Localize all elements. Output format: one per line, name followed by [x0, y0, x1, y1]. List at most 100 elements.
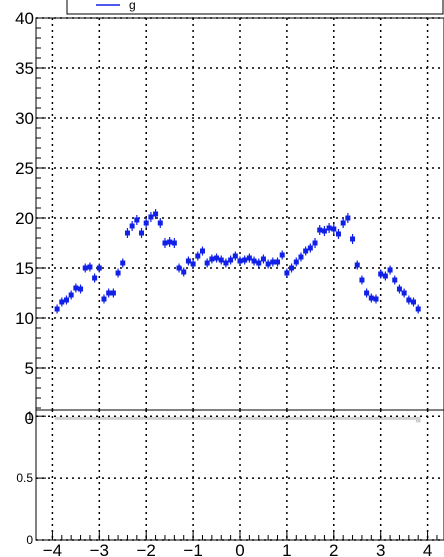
ratio-band — [383, 416, 388, 420]
data-point — [260, 256, 266, 262]
data-point — [124, 230, 130, 236]
x-tick-label: 1 — [282, 541, 291, 557]
ratio-band — [92, 416, 97, 420]
data-point — [209, 256, 215, 262]
ratio-panel: 00.51−4 −3 −2 −1 0 1 2 3 4 — [16, 409, 444, 557]
data-point — [87, 264, 93, 270]
upper-y-tick-label: 25 — [15, 159, 34, 178]
data-point — [350, 236, 356, 242]
ratio-band — [350, 416, 355, 420]
ratio-band — [68, 416, 74, 420]
data-point — [92, 275, 98, 281]
ratio-band — [101, 416, 107, 420]
data-point — [190, 261, 196, 267]
data-point — [289, 265, 295, 271]
data-point — [265, 261, 271, 267]
ratio-band — [373, 416, 379, 420]
ratio-band — [270, 416, 276, 420]
ratio-band — [411, 416, 416, 420]
ratio-band — [176, 416, 182, 420]
upper-y-tick-label: 35 — [15, 59, 34, 78]
data-point — [59, 299, 65, 305]
ratio-band — [242, 416, 248, 420]
ratio-band — [134, 416, 140, 420]
ratio-band — [326, 416, 332, 420]
ratio-band — [284, 416, 290, 420]
data-point — [298, 254, 304, 260]
data-point — [115, 270, 121, 276]
data-point — [411, 299, 417, 305]
ratio-band — [364, 416, 369, 420]
ratio-band — [139, 416, 144, 420]
ratio-band — [78, 416, 83, 420]
data-point — [270, 259, 276, 265]
ratio-band — [298, 416, 304, 420]
ratio-band — [195, 416, 201, 420]
ratio-band — [162, 416, 168, 420]
data-point — [129, 223, 135, 229]
ratio-band — [204, 416, 210, 420]
data-point — [373, 296, 379, 302]
upper-y-tick-label: 30 — [15, 109, 34, 128]
data-point — [73, 285, 79, 291]
data-point — [396, 286, 402, 292]
data-point — [345, 215, 351, 221]
data-point — [176, 265, 182, 271]
data-point — [331, 226, 337, 232]
lower-y-tick-label: 0.5 — [16, 471, 33, 485]
data-point — [199, 248, 205, 254]
ratio-band — [247, 416, 252, 420]
data-point — [54, 306, 60, 312]
data-point — [181, 269, 187, 275]
data-point — [368, 295, 374, 301]
data-point — [106, 290, 112, 296]
data-point — [139, 230, 145, 236]
data-point — [167, 239, 173, 245]
data-point — [214, 255, 220, 261]
ratio-band — [401, 416, 407, 420]
ratio-band — [256, 416, 262, 420]
ratio-band — [397, 416, 402, 420]
legend-frame — [66, 0, 444, 15]
upper-y-tick-label: 10 — [15, 309, 34, 328]
legend-box: g — [66, 0, 444, 15]
upper-y-tick-label: 20 — [15, 209, 34, 228]
data-point — [157, 220, 163, 226]
ratio-band — [214, 416, 219, 420]
ratio-band — [106, 416, 112, 420]
data-point — [153, 211, 159, 217]
data-point — [382, 273, 388, 279]
data-point — [392, 277, 398, 283]
ratio-band — [359, 416, 365, 420]
x-tick-label: −2 — [137, 541, 156, 557]
data-point — [317, 227, 323, 233]
ratio-band — [200, 416, 205, 420]
ratio-band — [368, 416, 374, 420]
lower-y-tick-label: 0 — [26, 533, 33, 547]
data-point — [110, 290, 116, 296]
data-point — [415, 306, 421, 312]
ratio-band — [148, 416, 154, 420]
data-point — [68, 292, 74, 298]
ratio-band — [59, 416, 65, 420]
data-point — [335, 231, 341, 237]
ratio-band — [340, 416, 346, 420]
data-point — [303, 248, 309, 254]
data-point — [378, 271, 384, 277]
data-point — [354, 262, 360, 268]
ratio-band — [261, 416, 266, 420]
data-point — [171, 240, 177, 246]
upper-panel: 0 5 10 15 20 25 30 35 40 — [15, 9, 444, 428]
ratio-band — [223, 416, 229, 420]
legend-label: g — [129, 0, 136, 12]
data-point — [204, 260, 210, 266]
ratio-band — [336, 416, 341, 420]
data-point — [340, 220, 346, 226]
data-point — [237, 258, 243, 264]
upper-y-tick-label: 0 — [25, 409, 34, 428]
data-point — [96, 265, 102, 271]
ratio-band — [125, 416, 130, 420]
data-point — [218, 257, 224, 263]
ratio-band — [312, 416, 318, 420]
